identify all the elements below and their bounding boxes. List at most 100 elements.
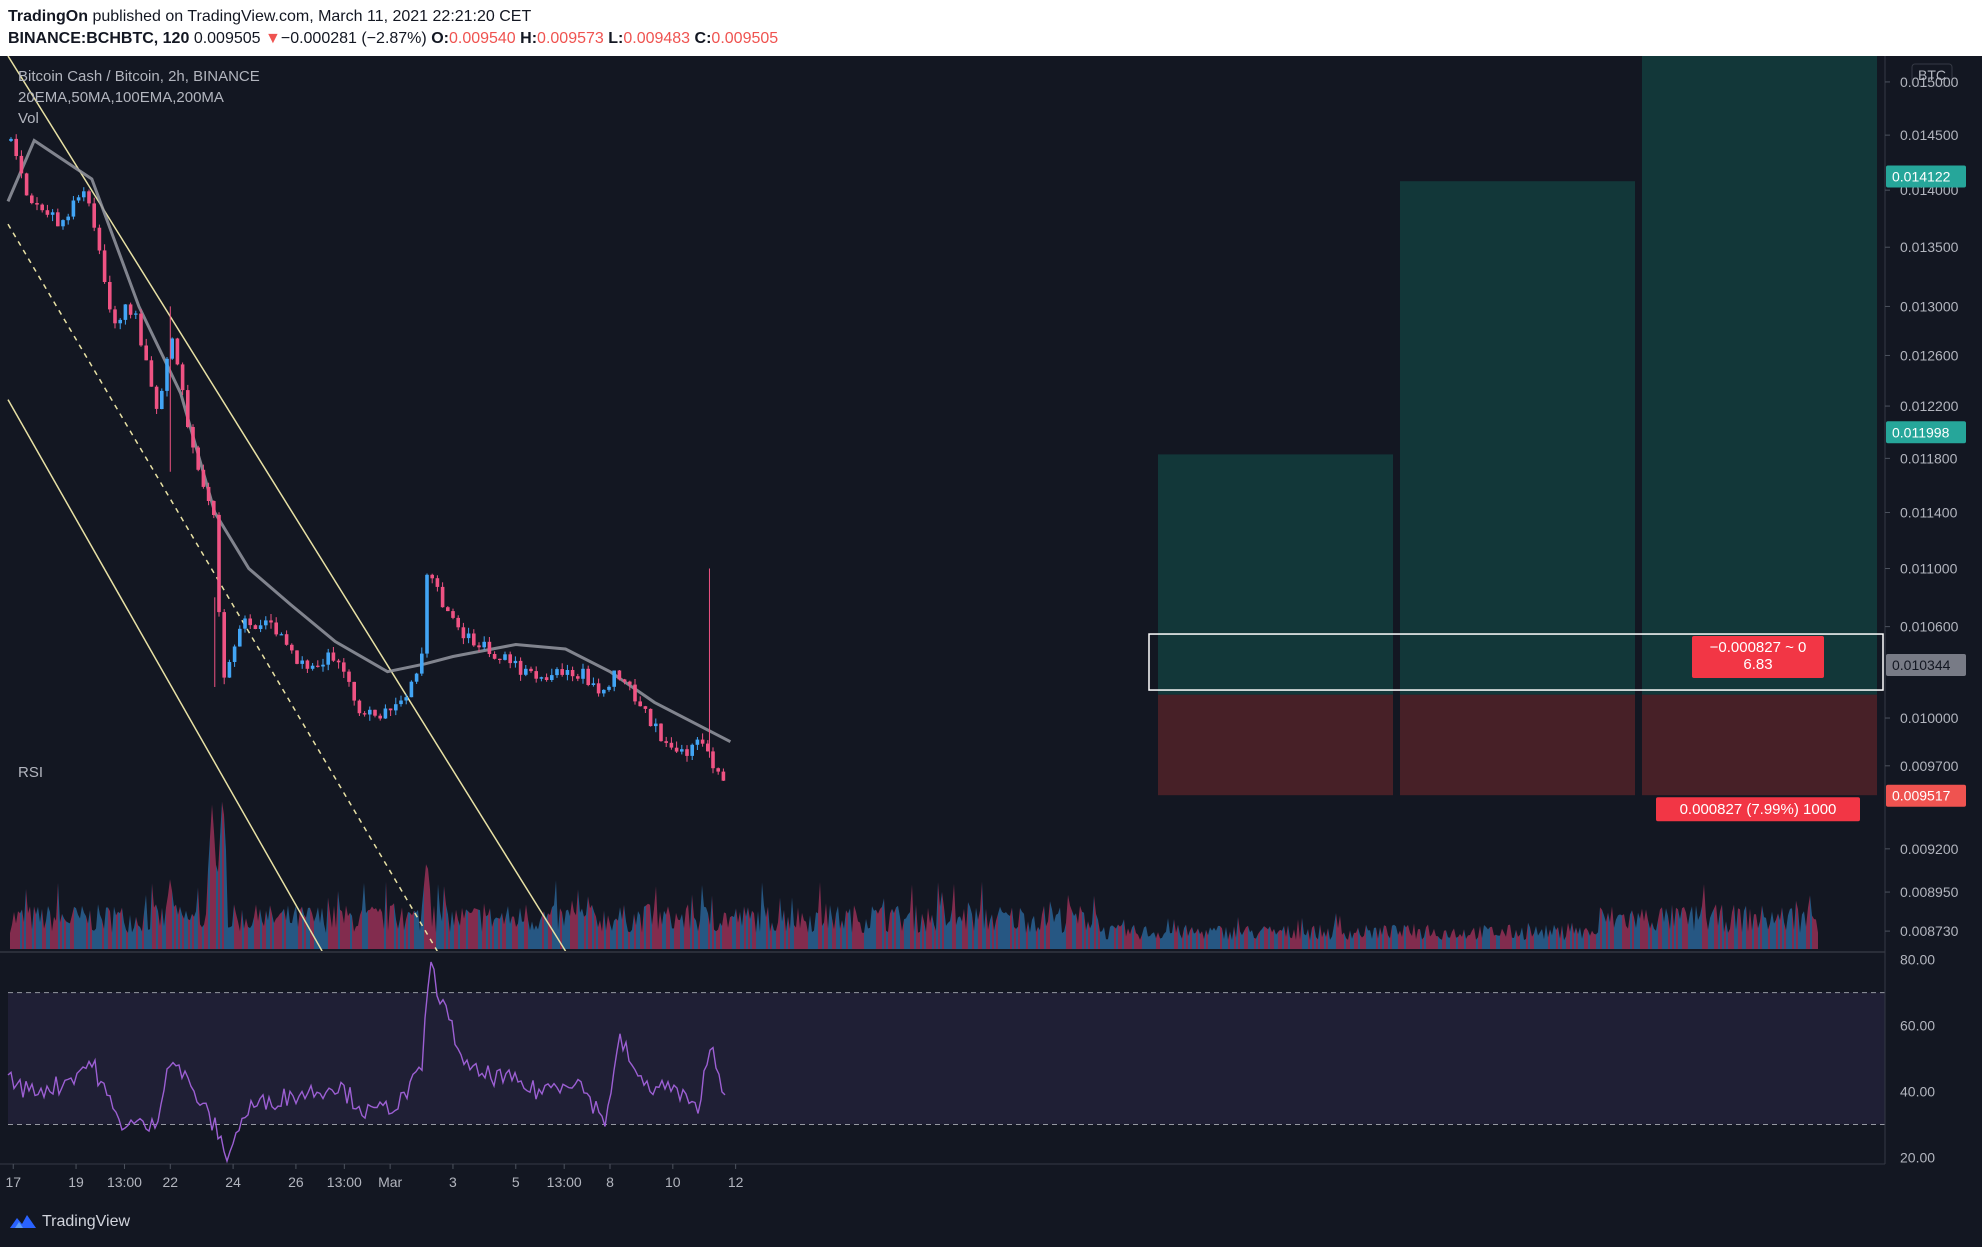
chart-canvas[interactable]: BTC0.0150000.0145000.0140000.0135000.013…: [0, 56, 1982, 1196]
volume-bar: [992, 914, 994, 949]
volume-bar: [1312, 925, 1314, 949]
volume-bar: [966, 902, 968, 949]
volume-bar: [422, 884, 424, 949]
volume-bar: [1114, 926, 1116, 949]
volume-bar: [118, 911, 120, 949]
time-tick-label: 26: [288, 1174, 304, 1190]
volume-bar: [220, 801, 222, 949]
volume-bar: [568, 909, 570, 949]
volume-bar: [1456, 937, 1458, 949]
volume-bar: [322, 907, 324, 949]
volume-bar: [188, 919, 190, 949]
volume-bar: [1484, 925, 1486, 949]
volume-bar: [772, 922, 774, 949]
volume-bar: [456, 909, 458, 949]
candle-body: [368, 709, 372, 715]
stop-label: 0.000827 (7.99%) 1000: [1680, 801, 1837, 818]
volume-bar: [90, 910, 92, 949]
volume-bar: [1264, 926, 1266, 949]
volume-bar: [1560, 925, 1562, 949]
volume-bar: [1486, 926, 1488, 949]
candle-body: [451, 611, 455, 618]
volume-bar: [208, 837, 210, 949]
volume-bar: [332, 905, 334, 949]
volume-bar: [1774, 919, 1776, 949]
volume-bar: [1490, 926, 1492, 949]
volume-bar: [1520, 927, 1522, 949]
candle-body: [570, 670, 575, 677]
volume-bar: [530, 921, 532, 949]
candle-body: [700, 739, 705, 744]
volume-bar: [54, 916, 56, 949]
volume-bar: [204, 914, 206, 949]
volume-bar: [506, 906, 508, 949]
volume-bar: [1266, 927, 1268, 949]
volume-bar: [1068, 894, 1070, 949]
volume-bar: [1172, 919, 1174, 949]
candle-body: [300, 660, 304, 664]
volume-bar: [1676, 907, 1678, 949]
volume-bar: [296, 905, 298, 949]
volume-bar: [942, 891, 944, 949]
volume-bar: [246, 918, 248, 949]
volume-bar: [476, 908, 478, 949]
volume-bar: [614, 918, 616, 949]
volume-bar: [1280, 929, 1282, 949]
volume-bar: [1806, 907, 1808, 949]
volume-bar: [732, 915, 734, 949]
volume-bar: [1274, 928, 1276, 949]
volume-bar: [140, 927, 142, 949]
volume-bar: [1268, 926, 1270, 949]
volume-bar: [1402, 924, 1404, 949]
candle-body: [30, 195, 34, 204]
volume-bar: [908, 912, 910, 949]
volume-bar: [1444, 930, 1446, 949]
volume-bar: [528, 919, 530, 949]
volume-bar: [546, 913, 548, 949]
candle-body: [430, 574, 434, 579]
volume-bar: [1056, 913, 1058, 949]
volume-bar: [366, 910, 368, 949]
candle-body: [295, 650, 299, 664]
volume-bar: [972, 914, 974, 949]
candle-body: [206, 486, 211, 501]
volume-bar: [956, 917, 958, 949]
volume-bar: [1688, 913, 1690, 949]
tradingview-brand[interactable]: TradingView: [42, 1213, 131, 1230]
candle-body: [284, 634, 289, 645]
volume-bar: [1222, 928, 1224, 949]
volume-bar: [1604, 915, 1606, 949]
volume-bar: [1570, 922, 1572, 949]
price-tick-label: 0.011000: [1900, 561, 1958, 577]
volume-bar: [194, 911, 196, 949]
volume-bar: [610, 923, 612, 949]
volume-bar: [1336, 913, 1338, 949]
volume-bar: [310, 907, 312, 949]
candle-body: [92, 203, 96, 228]
volume-bar: [1608, 912, 1610, 949]
range-box[interactable]: [1148, 633, 1884, 691]
volume-bar: [1770, 911, 1772, 949]
volume-bar: [72, 906, 74, 949]
volume-bar: [874, 909, 876, 949]
volume-bar: [938, 882, 940, 949]
volume-bar: [1760, 905, 1762, 949]
publisher-name[interactable]: TradingOn: [8, 8, 88, 25]
candle-body: [45, 210, 50, 215]
volume-bar: [106, 907, 108, 949]
trendline: [7, 223, 438, 952]
volume-bar: [756, 911, 758, 949]
volume-bar: [1462, 929, 1464, 949]
volume-bar: [952, 883, 954, 949]
volume-bar: [152, 883, 154, 949]
volume-bar: [1726, 921, 1728, 949]
volume-bar: [1790, 908, 1792, 949]
volume-bar: [612, 920, 614, 949]
volume-bar: [348, 912, 350, 949]
volume-bar: [132, 927, 134, 949]
volume-bar: [1272, 928, 1274, 949]
candle-body: [654, 723, 658, 727]
volume-bar: [1252, 930, 1254, 949]
candle-body: [555, 669, 559, 676]
volume-bar: [414, 910, 416, 949]
